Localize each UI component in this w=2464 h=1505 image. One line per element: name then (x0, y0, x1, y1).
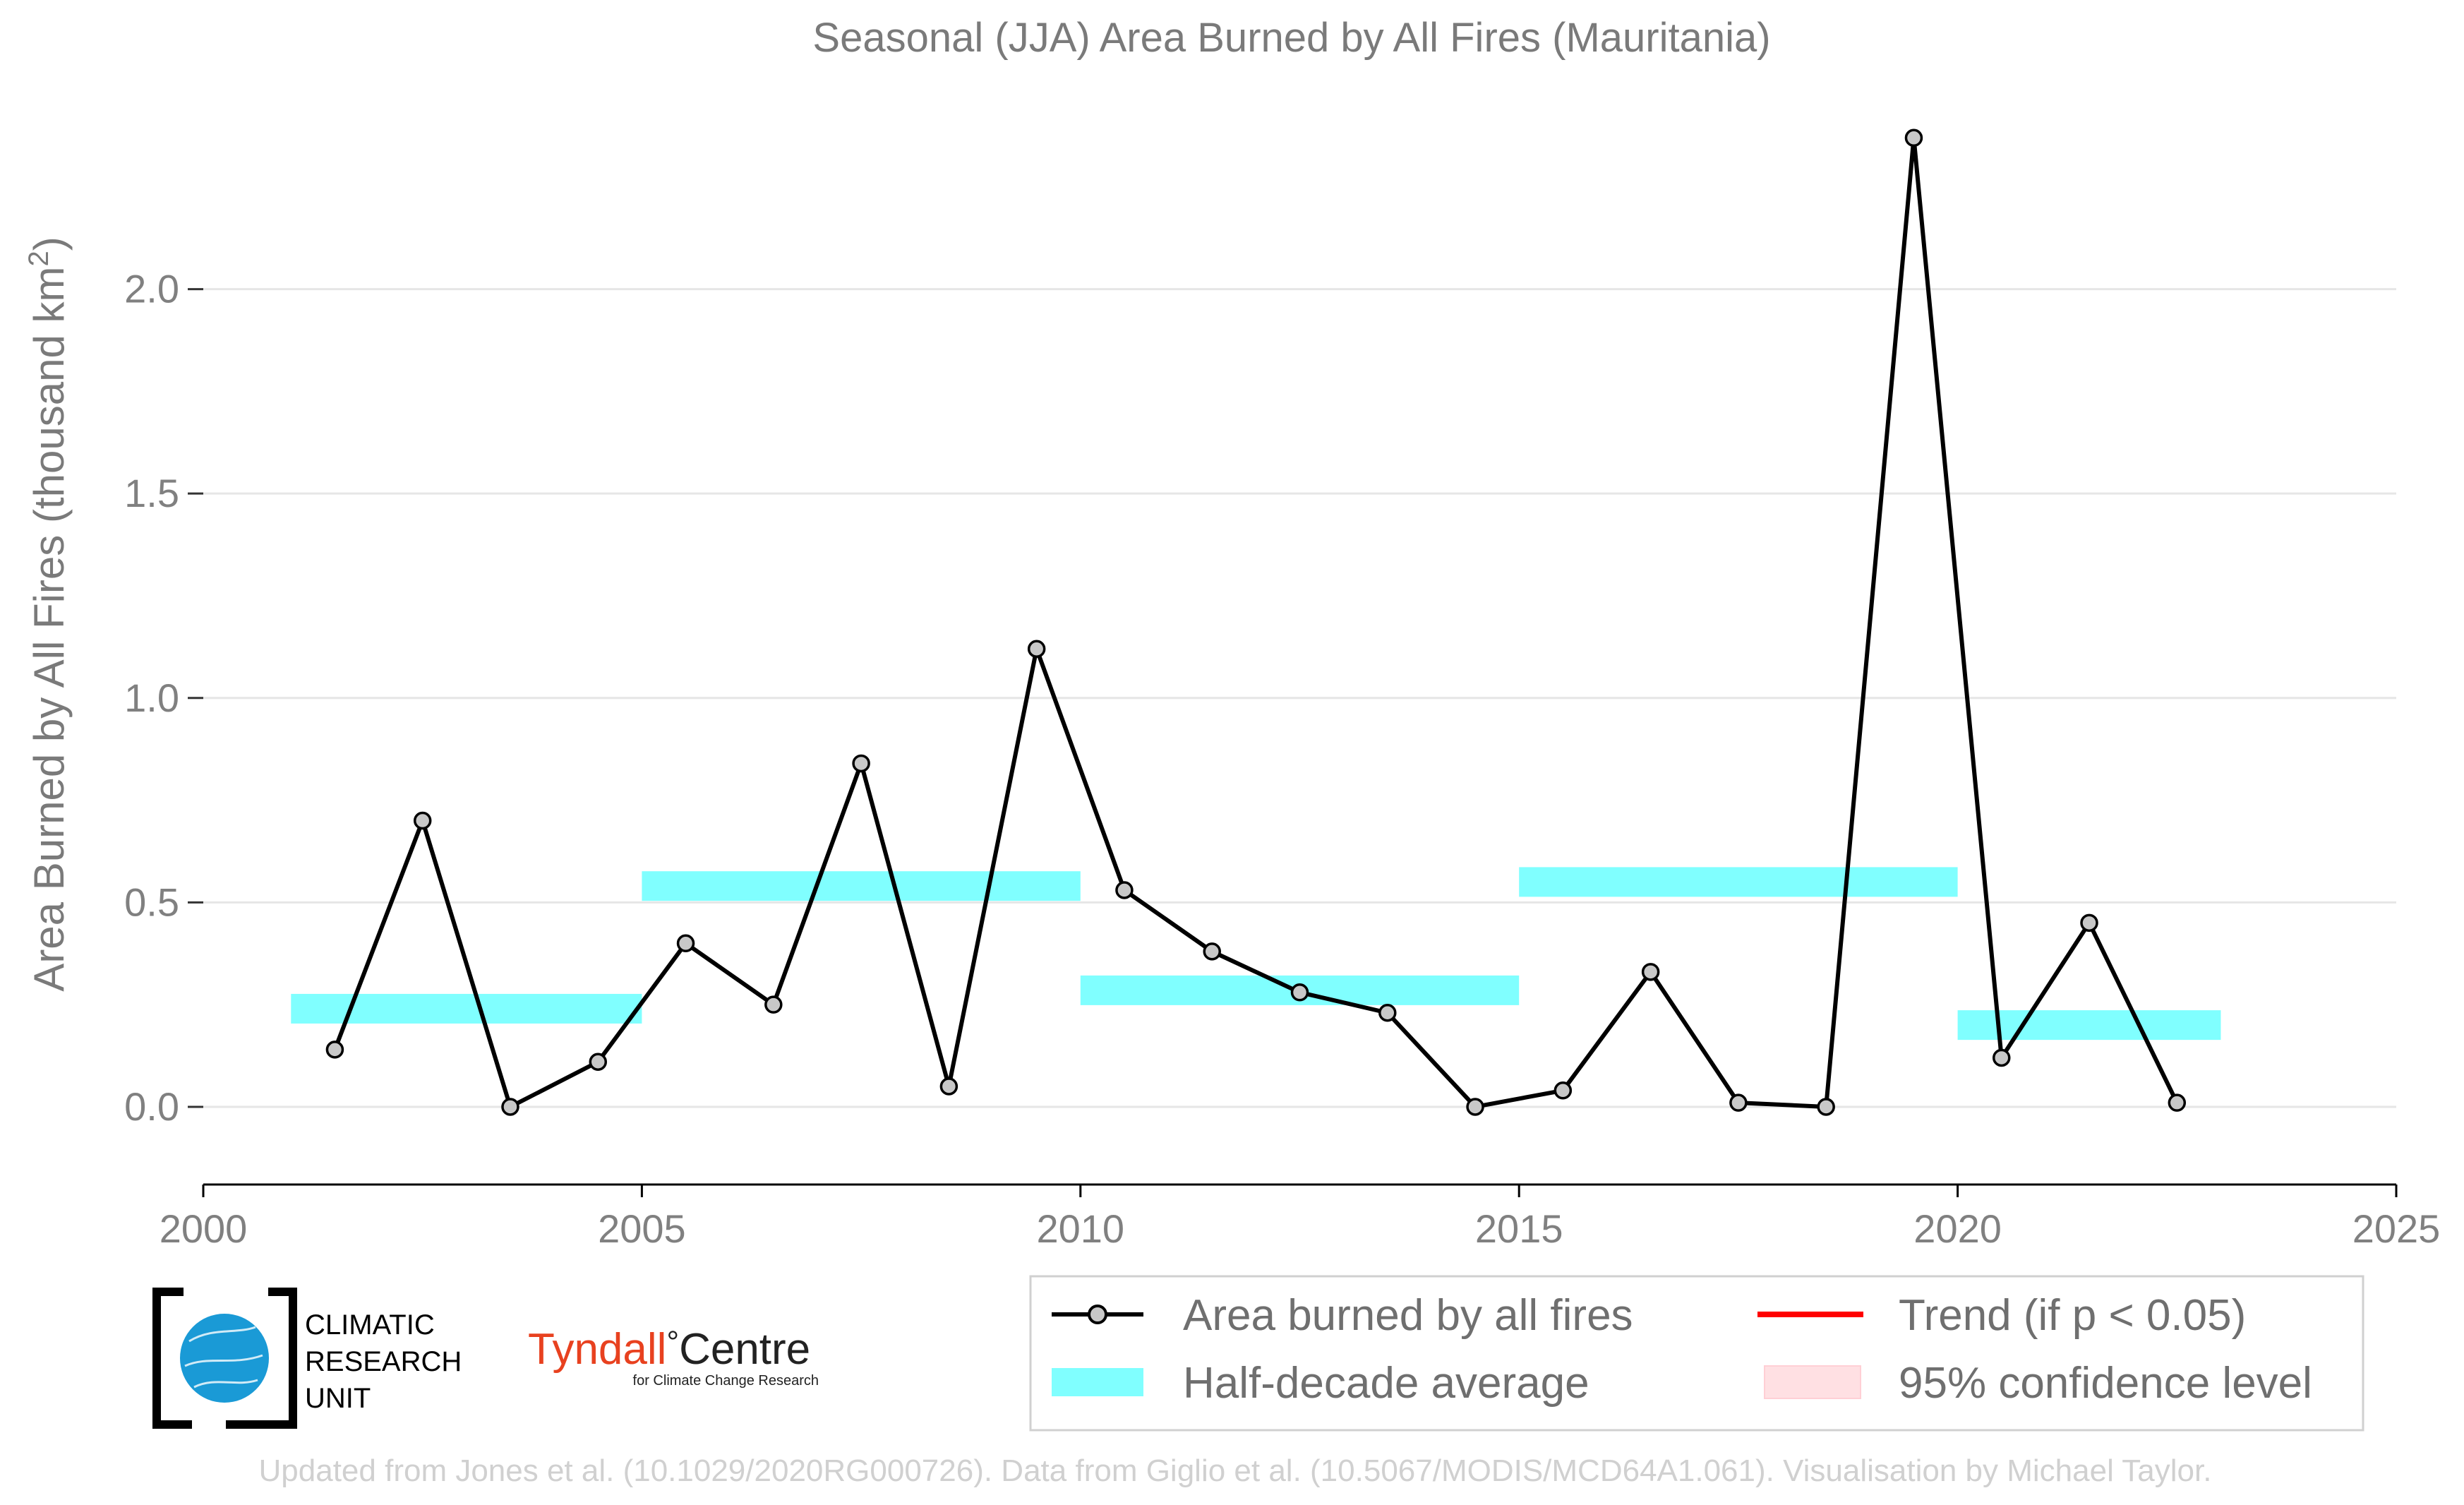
y-axis-label-close: ) (25, 236, 73, 251)
half-decade-bar-1 (642, 871, 1081, 901)
y-axis: 0.0 0.5 1.0 1.5 2.0 (124, 267, 203, 1129)
cru-logo-line1: CLIMATIC (305, 1309, 435, 1341)
series-line-0 (332, 136, 2179, 1109)
data-point-13 (1466, 1098, 1484, 1116)
legend-swatch-half-decade (1052, 1368, 1143, 1396)
data-point-5 (764, 995, 783, 1014)
y-axis-label: Area Burned by All Fires (thousand km2) (23, 236, 73, 991)
cru-logo-bracket-right (226, 1288, 297, 1429)
data-point-6 (852, 754, 870, 773)
data-point-16 (1729, 1093, 1748, 1112)
x-axis: 2000 2005 2010 2015 2020 2025 (160, 1183, 2441, 1251)
legend-marker-area-burned (1088, 1305, 1107, 1324)
y-tick-label-2: 1.0 (124, 676, 179, 720)
half-decade-bar-4 (1957, 1010, 2221, 1041)
x-tick-label-1: 2005 (598, 1206, 686, 1251)
tyndall-logo: Tyndall°Centre for Climate Change Resear… (528, 1325, 819, 1389)
data-point-4 (676, 934, 695, 953)
footer-credit: Updated from Jones et al. (10.1029/2020R… (259, 1453, 2212, 1488)
y-tick-label-4: 2.0 (124, 267, 179, 311)
data-point-0 (325, 1041, 344, 1059)
legend-label-area-burned: Area burned by all fires (1183, 1291, 1633, 1340)
data-point-11 (1290, 983, 1309, 1002)
data-point-18 (1904, 128, 1923, 148)
data-point-17 (1817, 1098, 1835, 1116)
data-point-21 (2168, 1093, 2187, 1112)
legend-label-confidence: 95% confidence level (1899, 1359, 2312, 1408)
tyndall-logo-name: Tyndall (528, 1325, 666, 1374)
data-point-14 (1553, 1081, 1573, 1100)
data-point-12 (1378, 1003, 1397, 1022)
tyndall-logo-centre: Centre (679, 1325, 810, 1374)
data-point-1 (413, 811, 432, 830)
x-tick-label-4: 2020 (1913, 1206, 2002, 1251)
y-tick-label-1: 0.5 (124, 880, 179, 924)
half-decade-bar-3 (1519, 867, 1958, 897)
data-point-20 (2080, 913, 2098, 933)
data-point-15 (1641, 963, 1660, 981)
grid-lines (203, 288, 2396, 1108)
tyndall-logo-degree: ° (666, 1325, 679, 1360)
area-burned-series (325, 128, 2187, 1116)
y-axis-label-main: Area Burned by All Fires (thousand km (25, 267, 73, 992)
tyndall-logo-subtitle: for Climate Change Research (633, 1373, 819, 1389)
data-point-8 (1027, 640, 1046, 659)
x-tick-label-2: 2010 (1037, 1206, 1125, 1251)
x-tick-label-0: 2000 (160, 1206, 248, 1251)
half-decade-average-bars (291, 867, 2221, 1041)
legend-swatch-confidence (1764, 1365, 1861, 1399)
data-point-10 (1203, 942, 1221, 961)
legend-label-trend: Trend (if p < 0.05) (1899, 1291, 2246, 1340)
x-tick-label-3: 2015 (1475, 1206, 1563, 1251)
cru-logo-line2: RESEARCH (305, 1346, 462, 1377)
cru-logo-line3: UNIT (305, 1383, 371, 1414)
data-point-19 (1992, 1048, 2011, 1067)
chart-title: Seasonal (JJA) Area Burned by All Fires … (812, 15, 1770, 61)
legend-box (1029, 1275, 2364, 1432)
legend: Area burned by all fires Trend (if p < 0… (1029, 1275, 2364, 1432)
y-tick-label-0: 0.0 (124, 1084, 179, 1129)
cru-logo-bracket-left (152, 1288, 192, 1429)
y-tick-label-3: 1.5 (124, 471, 179, 515)
data-point-9 (1115, 881, 1134, 899)
half-decade-bar-0 (291, 993, 642, 1024)
y-axis-label-superscript: 2 (23, 251, 54, 266)
data-point-2 (501, 1098, 519, 1116)
data-point-3 (589, 1053, 608, 1071)
data-point-7 (939, 1077, 958, 1096)
cru-logo: CLIMATIC RESEARCH UNIT (152, 1288, 462, 1429)
x-tick-label-5: 2025 (2352, 1206, 2441, 1251)
tyndall-logo-wordmark: Tyndall°Centre (528, 1325, 810, 1374)
cru-globe-swirl-icon (184, 1326, 263, 1389)
legend-label-half-decade: Half-decade average (1183, 1359, 1589, 1408)
